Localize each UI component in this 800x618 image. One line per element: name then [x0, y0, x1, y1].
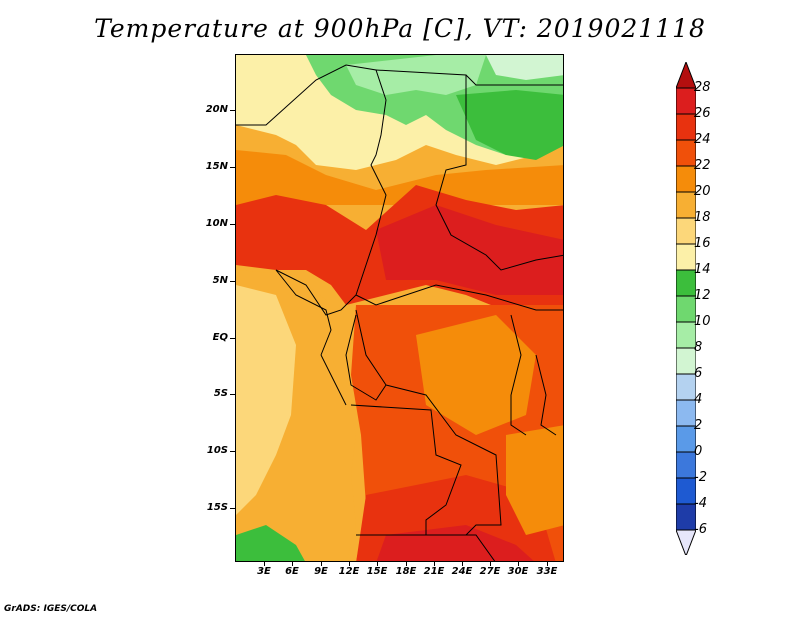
east-africa-zone	[506, 425, 563, 535]
pale-zone	[486, 55, 563, 80]
colorbar-label: 26	[694, 106, 711, 121]
dark-green-zone	[456, 90, 563, 160]
country-borders	[236, 64, 563, 561]
warm-band-north	[236, 150, 563, 205]
lon-label-24e: 24E	[451, 566, 473, 577]
lon-label-30e: 30E	[507, 566, 529, 577]
sw-green-zone	[236, 525, 305, 561]
colorbar-label: 24	[694, 132, 711, 147]
colorbar-box	[676, 477, 696, 505]
lat-label-15n: 15N	[205, 161, 228, 172]
lat-label-eq: EQ	[212, 332, 228, 343]
lon-label-3e: 3E	[257, 566, 271, 577]
lat-label-5s: 5S	[213, 388, 228, 399]
colorbar-label: 6	[694, 366, 703, 381]
colorbar-label: -4	[694, 496, 707, 511]
lon-label-12e: 12E	[338, 566, 360, 577]
colorbar-label: 16	[694, 236, 711, 251]
colorbar-label: 2	[694, 418, 703, 433]
lat-tick	[230, 451, 235, 452]
colorbar-box	[676, 295, 696, 323]
lon-tick	[547, 562, 548, 566]
colorbar-label: 22	[694, 158, 711, 173]
lat-tick	[230, 224, 235, 225]
lon-tick	[518, 562, 519, 566]
lat-tick	[230, 338, 235, 339]
lon-tick	[462, 562, 463, 566]
colorbar-box	[676, 347, 696, 375]
lon-label-18e: 18E	[395, 566, 417, 577]
temperature-map	[235, 54, 564, 562]
map-graphic	[236, 55, 563, 561]
colorbar-label: 20	[694, 184, 711, 199]
lon-label-9e: 9E	[314, 566, 328, 577]
chart-title: Temperature at 900hPa [C], VT: 201902111…	[94, 14, 706, 43]
colorbar-box	[676, 113, 696, 141]
colorbar-label: 4	[694, 392, 703, 407]
lat-label-20n: 20N	[205, 104, 228, 115]
colorbar	[676, 62, 696, 555]
lon-tick	[490, 562, 491, 566]
lon-tick	[406, 562, 407, 566]
colorbar-box	[676, 243, 696, 271]
colorbar-box	[676, 269, 696, 297]
hottest-core	[376, 205, 563, 295]
colorbar-box	[676, 165, 696, 193]
lat-label-5n: 5N	[212, 275, 228, 286]
lat-label-15s: 15S	[206, 502, 228, 513]
lat-label-10s: 10S	[206, 445, 228, 456]
lon-tick	[434, 562, 435, 566]
lat-tick	[230, 394, 235, 395]
colorbar-box	[676, 191, 696, 219]
colorbar-boxes	[676, 62, 696, 555]
lon-label-33e: 33E	[536, 566, 558, 577]
lon-tick	[349, 562, 350, 566]
colorbar-box	[676, 399, 696, 427]
colorbar-label: 8	[694, 340, 703, 355]
colorbar-label: 12	[694, 288, 711, 303]
lat-label-10n: 10N	[205, 218, 228, 229]
colorbar-box	[676, 425, 696, 453]
colorbar-label: 18	[694, 210, 711, 225]
colorbar-box	[676, 373, 696, 401]
lon-tick	[264, 562, 265, 566]
lat-tick	[230, 508, 235, 509]
colorbar-box	[676, 321, 696, 349]
colorbar-label: -2	[694, 470, 707, 485]
colorbar-box	[676, 503, 696, 531]
lat-tick	[230, 167, 235, 168]
central-mild-zone	[416, 315, 536, 435]
colorbar-box	[676, 217, 696, 245]
colorbar-label: -6	[694, 522, 707, 537]
colorbar-bottom-arrow	[676, 529, 696, 555]
lon-label-6e: 6E	[285, 566, 299, 577]
lon-tick	[292, 562, 293, 566]
colorbar-box	[676, 451, 696, 479]
southern-hottest-zone	[376, 525, 534, 561]
colorbar-label: 0	[694, 444, 703, 459]
colorbar-label: 14	[694, 262, 711, 277]
lon-label-27e: 27E	[479, 566, 501, 577]
lon-label-21e: 21E	[423, 566, 445, 577]
lat-tick	[230, 281, 235, 282]
colorbar-label: 28	[694, 80, 711, 95]
lon-label-15e: 15E	[366, 566, 388, 577]
colorbar-box	[676, 87, 696, 115]
credit-text: GrADS: IGES/COLA	[4, 604, 98, 614]
colorbar-box	[676, 139, 696, 167]
lat-tick	[230, 110, 235, 111]
lon-tick	[377, 562, 378, 566]
ocean-cooler-zone	[236, 285, 296, 515]
colorbar-label: 10	[694, 314, 711, 329]
colorbar-top-arrow	[676, 62, 696, 89]
lon-tick	[321, 562, 322, 566]
